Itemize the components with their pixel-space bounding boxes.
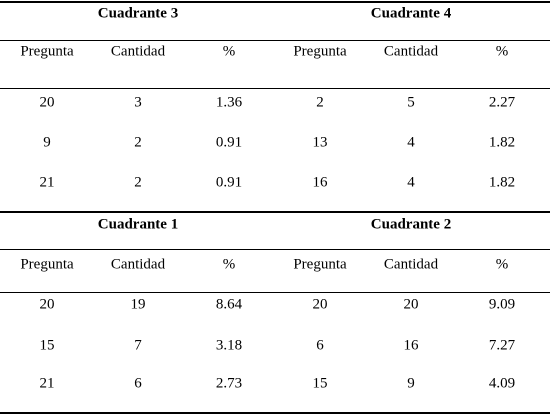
- rule-line: [0, 40, 550, 41]
- table-cell: 1.82: [488, 134, 516, 151]
- table-cell: 7: [134, 337, 142, 354]
- table-cell: 2: [134, 134, 142, 151]
- table-cell: 9: [43, 134, 51, 151]
- rule-line: [0, 249, 550, 250]
- table-cell: 15: [312, 375, 328, 392]
- table-cell: 9.09: [488, 296, 516, 313]
- quadrant-title: Cuadrante 4: [370, 5, 452, 22]
- table-cell: 1.82: [488, 174, 516, 191]
- table-cell: 16: [312, 174, 328, 191]
- table-cell: 20: [39, 296, 55, 313]
- table-cell: 3: [134, 94, 142, 111]
- table-cell: 2.73: [215, 375, 243, 392]
- table-cell: 6: [316, 337, 324, 354]
- table-cell: 6: [134, 375, 142, 392]
- column-header: Cantidad: [383, 256, 439, 273]
- column-header: Pregunta: [20, 43, 74, 60]
- quadrant-title: Cuadrante 2: [370, 216, 452, 233]
- column-header: Cantidad: [110, 43, 166, 60]
- table-cell: 1.36: [215, 94, 243, 111]
- table-cell: 13: [312, 134, 328, 151]
- column-header: %: [495, 43, 509, 60]
- column-header: Cantidad: [383, 43, 439, 60]
- table-cell: 4: [407, 174, 415, 191]
- column-header: %: [222, 43, 236, 60]
- table-cell: 20: [312, 296, 328, 313]
- column-header: %: [495, 256, 509, 273]
- rule-line: [0, 211, 550, 213]
- table-cell: 8.64: [215, 296, 243, 313]
- table-cell: 20: [403, 296, 419, 313]
- column-header: Cantidad: [110, 256, 166, 273]
- rule-line: [0, 1, 550, 3]
- table-cell: 16: [403, 337, 419, 354]
- table-cell: 21: [39, 174, 55, 191]
- rule-line: [0, 88, 550, 89]
- table-cell: 19: [130, 296, 146, 313]
- column-header: %: [222, 256, 236, 273]
- table-cell: 0.91: [215, 174, 243, 191]
- column-header: Pregunta: [20, 256, 74, 273]
- table-cell: 5: [407, 94, 415, 111]
- table-cell: 4.09: [488, 375, 516, 392]
- table-cell: 3.18: [215, 337, 243, 354]
- table-cell: 2: [134, 174, 142, 191]
- column-header: Pregunta: [293, 256, 347, 273]
- table-cell: 2: [316, 94, 324, 111]
- table-cell: 4: [407, 134, 415, 151]
- column-header: Pregunta: [293, 43, 347, 60]
- quadrant-title: Cuadrante 3: [97, 5, 179, 22]
- quadrant-title: Cuadrante 1: [97, 216, 179, 233]
- table-cell: 2.27: [488, 94, 516, 111]
- table-cell: 0.91: [215, 134, 243, 151]
- table-cell: 9: [407, 375, 415, 392]
- table-cell: 20: [39, 94, 55, 111]
- table-cell: 15: [39, 337, 55, 354]
- rule-line: [0, 292, 550, 293]
- table-cell: 7.27: [488, 337, 516, 354]
- rule-line: [0, 412, 550, 414]
- table-cell: 21: [39, 375, 55, 392]
